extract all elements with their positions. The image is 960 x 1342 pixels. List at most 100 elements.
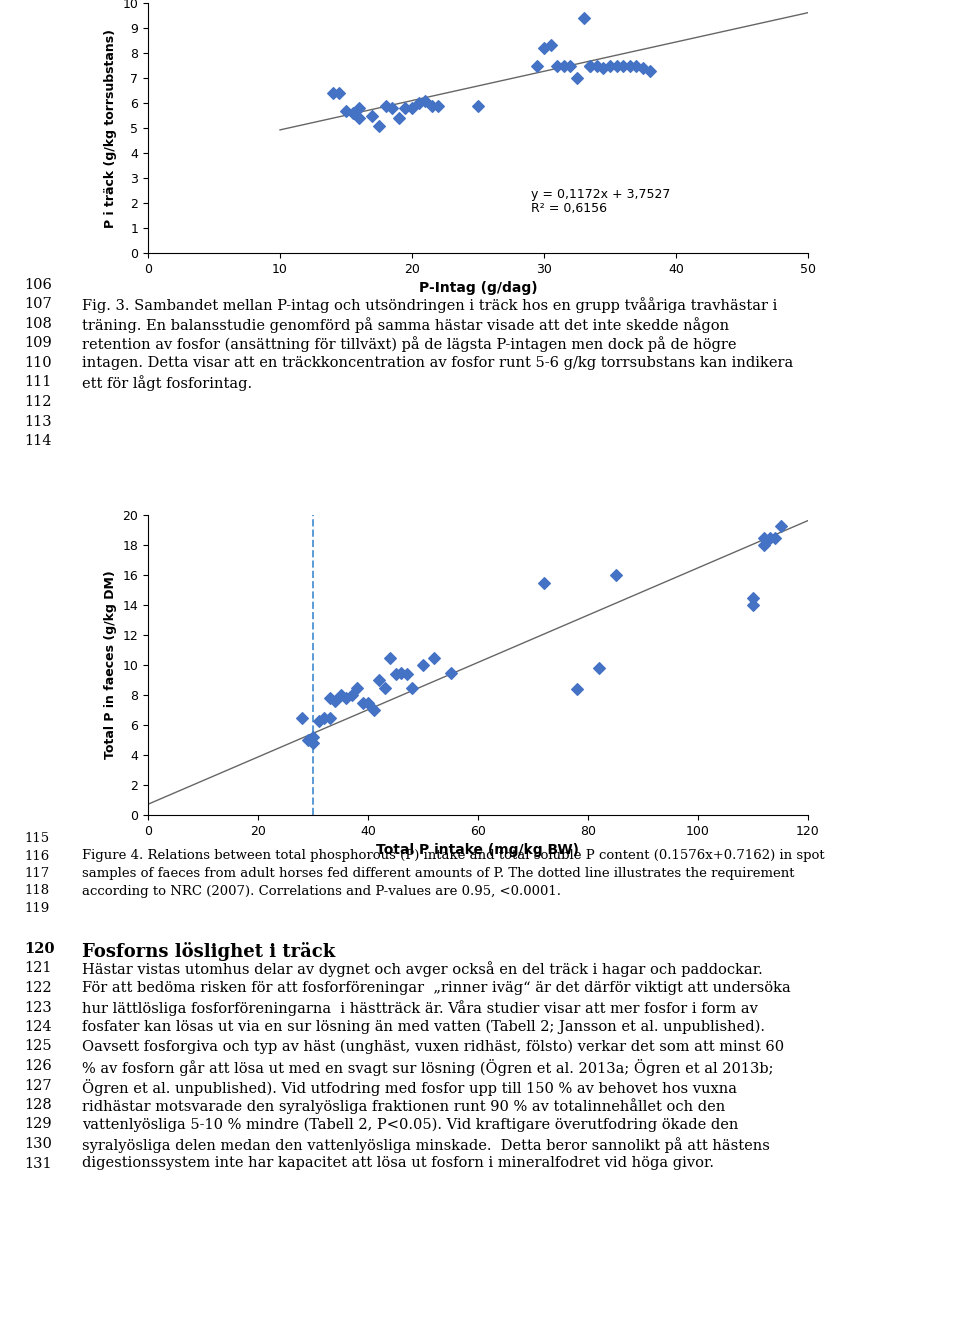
Point xyxy=(360,691,375,713)
Point xyxy=(762,527,778,549)
Text: syralyösliga delen medan den vattenlyösliga minskade.  Detta beror sannolikt på : syralyösliga delen medan den vattenlyösl… xyxy=(82,1137,770,1153)
Point xyxy=(394,662,409,683)
Point xyxy=(589,55,605,76)
Point xyxy=(338,687,353,709)
Point xyxy=(366,699,381,721)
Point xyxy=(622,55,637,76)
Point xyxy=(305,733,321,754)
Point xyxy=(332,82,348,103)
Text: 127: 127 xyxy=(24,1079,52,1092)
Point xyxy=(569,678,585,699)
Text: vattenlyösliga 5-10 % mindre (Tabell 2, P<0.05). Vid kraftigare överutfodring ök: vattenlyösliga 5-10 % mindre (Tabell 2, … xyxy=(82,1118,738,1131)
Point xyxy=(327,690,343,711)
Text: 110: 110 xyxy=(24,356,52,370)
Point xyxy=(576,7,591,28)
Text: 131: 131 xyxy=(24,1157,52,1170)
Point xyxy=(583,55,598,76)
Point xyxy=(431,95,446,117)
Text: 108: 108 xyxy=(24,317,52,331)
Point xyxy=(583,55,598,76)
Point xyxy=(745,586,760,608)
Text: ridhästar motsvarade den syralyösliga fraktionen runt 90 % av totalinnehållet oc: ridhästar motsvarade den syralyösliga fr… xyxy=(82,1098,725,1114)
Point xyxy=(745,595,760,616)
Text: Figure 4. Relations between total phosphorous (P) intake and total soluble P con: Figure 4. Relations between total phosph… xyxy=(82,849,825,863)
Text: according to NRC (2007). Correlations and P-values are 0.95, <0.0001.: according to NRC (2007). Correlations an… xyxy=(82,884,561,898)
Text: För att bedöma risken för att fosforföreningar  „rinner iväg“ är det därför vikt: För att bedöma risken för att fosforföre… xyxy=(82,981,790,994)
Text: 118: 118 xyxy=(24,884,49,898)
Point xyxy=(322,707,337,729)
Point xyxy=(351,107,367,129)
Point xyxy=(385,97,400,118)
Text: Oavsett fosforgiva och typ av häst (unghäst, vuxen ridhäst, fölsto) verkar det s: Oavsett fosforgiva och typ av häst (ungh… xyxy=(82,1040,783,1053)
Point xyxy=(549,55,564,76)
Text: 106: 106 xyxy=(24,278,52,293)
Point xyxy=(322,687,337,709)
Point xyxy=(382,647,397,668)
Text: 120: 120 xyxy=(24,942,55,956)
Text: 109: 109 xyxy=(24,337,52,350)
Text: fosfater kan lösas ut via en sur lösning än med vatten (Tabell 2; Jansson et al.: fosfater kan lösas ut via en sur lösning… xyxy=(82,1020,764,1035)
Y-axis label: Total P in faeces (g/kg DM): Total P in faeces (g/kg DM) xyxy=(104,570,117,760)
Point xyxy=(470,95,486,117)
Text: 129: 129 xyxy=(24,1118,52,1131)
Text: intagen. Detta visar att en träckkoncentration av fosfor runt 5-6 g/kg torrsubst: intagen. Detta visar att en träckkoncent… xyxy=(82,356,793,370)
Point xyxy=(602,55,617,76)
Point xyxy=(344,684,359,706)
Point xyxy=(305,726,321,747)
Text: digestionssystem inte har kapacitet att lösa ut fosforn i mineralfodret vid höga: digestionssystem inte har kapacitet att … xyxy=(82,1157,713,1170)
X-axis label: P-Intag (g/dag): P-Intag (g/dag) xyxy=(419,282,538,295)
Point xyxy=(629,55,644,76)
Point xyxy=(349,676,365,698)
Point xyxy=(530,55,545,76)
Point xyxy=(418,90,433,111)
Point xyxy=(591,658,607,679)
Point xyxy=(642,60,658,82)
Point xyxy=(563,55,578,76)
Text: Fig. 3. Sambandet mellan P-intag och utsöndringen i träck hos en grupp tvååriga : Fig. 3. Sambandet mellan P-intag och uts… xyxy=(82,298,777,314)
Point xyxy=(372,670,387,691)
Point xyxy=(377,676,393,698)
Point xyxy=(391,107,406,129)
Text: träning. En balansstudie genomförd på samma hästar visade att det inte skedde nå: träning. En balansstudie genomförd på sa… xyxy=(82,317,729,333)
Text: 119: 119 xyxy=(24,902,49,915)
Text: Ögren et al. unpublished). Vid utfodring med fosfor upp till 150 % av behovet ho: Ögren et al. unpublished). Vid utfodring… xyxy=(82,1079,736,1095)
Text: y = 0,1172x + 3,7527: y = 0,1172x + 3,7527 xyxy=(531,188,670,201)
Point xyxy=(333,684,348,706)
Point xyxy=(311,710,326,731)
Point xyxy=(404,97,420,118)
Point xyxy=(609,55,624,76)
Point xyxy=(295,707,310,729)
Point xyxy=(426,647,442,668)
Text: Fosforns löslighet i träck: Fosforns löslighet i träck xyxy=(82,942,335,961)
Point xyxy=(345,102,360,123)
Text: retention av fosfor (ansättning för tillväxt) på de lägsta P-intagen men dock på: retention av fosfor (ansättning för till… xyxy=(82,337,736,353)
Point xyxy=(338,99,353,121)
X-axis label: Total P intake (mg/kg BW): Total P intake (mg/kg BW) xyxy=(376,843,580,858)
Text: 125: 125 xyxy=(24,1040,52,1053)
Point xyxy=(351,97,367,118)
Text: 128: 128 xyxy=(24,1098,52,1113)
Text: % av fosforn går att lösa ut med en svagt sur lösning (Ögren et al. 2013a; Ögren: % av fosforn går att lösa ut med en svag… xyxy=(82,1059,773,1076)
Point xyxy=(397,97,413,118)
Text: 122: 122 xyxy=(24,981,52,994)
Point xyxy=(355,691,371,713)
Point xyxy=(756,527,772,549)
Point xyxy=(411,93,426,114)
Text: samples of faeces from adult horses fed different amounts of P. The dotted line : samples of faeces from adult horses fed … xyxy=(82,867,794,880)
Point xyxy=(317,707,332,729)
Point xyxy=(416,655,431,676)
Text: 121: 121 xyxy=(24,961,52,976)
Point xyxy=(556,55,571,76)
Point xyxy=(325,82,341,103)
Text: 124: 124 xyxy=(24,1020,52,1033)
Text: 123: 123 xyxy=(24,1001,52,1015)
Point xyxy=(365,105,380,126)
Point xyxy=(756,534,772,556)
Point xyxy=(537,38,552,59)
Text: 126: 126 xyxy=(24,1059,52,1074)
Text: 116: 116 xyxy=(24,849,49,863)
Text: 112: 112 xyxy=(24,395,52,409)
Point xyxy=(443,662,458,683)
Text: ett för lågt fosforintag.: ett för lågt fosforintag. xyxy=(82,376,252,392)
Point xyxy=(596,58,612,79)
